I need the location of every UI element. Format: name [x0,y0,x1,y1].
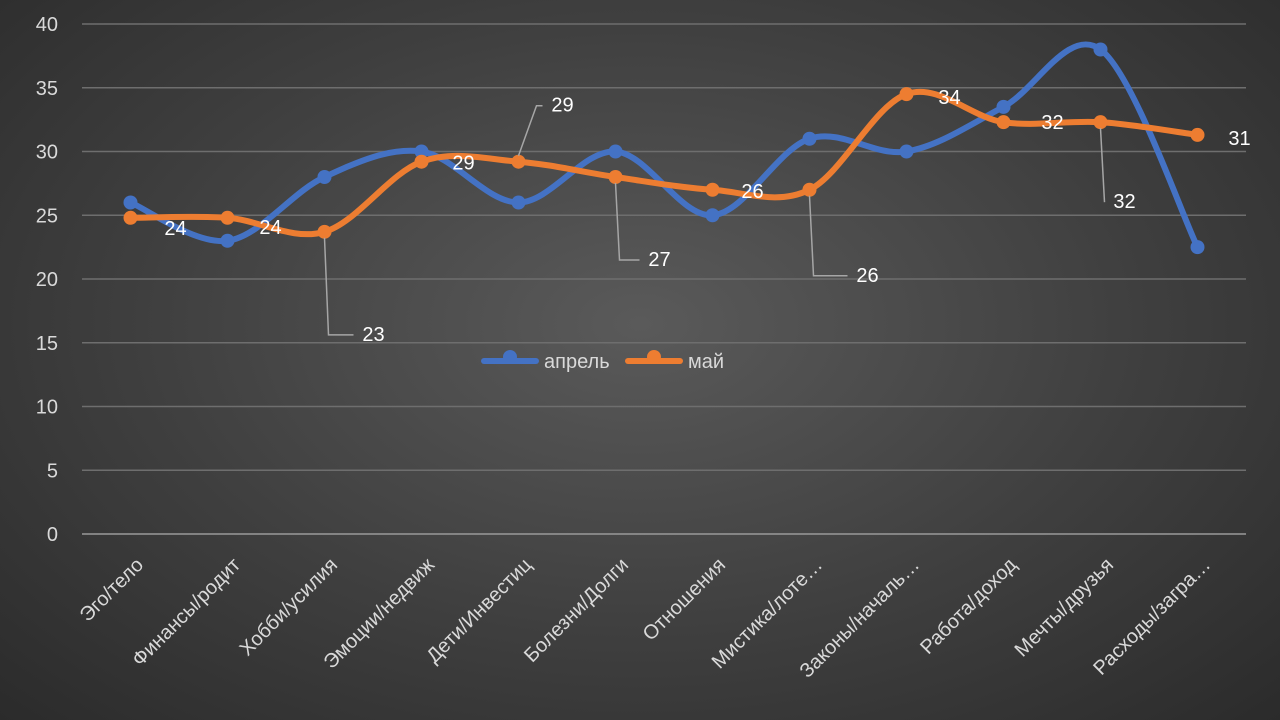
x-tick-label: Мечты/друзья [1011,554,1118,661]
series-point-апрель[interactable] [802,131,817,146]
series-point-апрель[interactable] [511,195,526,210]
series-point-апрель[interactable] [1093,42,1108,57]
series-point-май[interactable] [414,154,429,169]
y-tick-label: 20 [36,269,58,291]
y-tick-label: 5 [47,460,58,482]
data-label-май: 26 [856,265,878,287]
series-point-май[interactable] [317,224,332,239]
series-point-апрель[interactable] [608,144,623,159]
data-label-май: 32 [1041,112,1063,134]
series-point-апрель[interactable] [123,195,138,210]
data-label-май: 23 [362,324,384,346]
series-point-май[interactable] [802,182,817,197]
data-label-май: 32 [1113,191,1135,213]
leader-line [614,182,640,261]
x-tick-label: Эго/тело [76,554,148,626]
series-line-апрель [127,41,1201,251]
x-axis-ticks: Эго/телоФинансы/родитХобби/усилияЭмоции/… [76,554,1215,683]
y-tick-label: 35 [36,78,58,100]
x-tick-label: Дети/Инвестиц [422,554,536,668]
series-point-апрель[interactable] [705,208,720,223]
series-point-май[interactable] [899,87,914,102]
legend-label-май[interactable]: май [688,351,724,373]
data-label-май: 27 [648,249,670,271]
series-point-апрель[interactable] [317,170,332,184]
series-group [123,41,1205,255]
y-tick-label: 15 [36,333,58,355]
leader-line [323,237,354,336]
series-point-апрель[interactable] [1190,240,1205,255]
series-point-май[interactable] [996,115,1011,130]
legend-marker-апрель [503,350,517,364]
series-line-май [127,89,1201,238]
data-label-май: 24 [259,217,281,239]
leader-line [808,195,848,277]
y-tick-label: 0 [47,524,58,546]
y-tick-label: 30 [36,142,58,164]
data-label-май: 31 [1228,128,1250,150]
y-tick-label: 25 [36,205,58,227]
series-point-май[interactable] [1093,115,1108,130]
data-label-май: 26 [741,181,763,203]
x-tick-label: Болезни/Долги [520,554,633,667]
series-point-апрель[interactable] [996,99,1011,114]
x-tick-label: Работа/доход [916,554,1021,659]
x-tick-label: Отношения [639,554,730,645]
legend[interactable]: апрель май [481,350,724,373]
y-axis-ticks: 0 5 10 15 20 25 30 35 40 [36,14,58,546]
legend-marker-май [647,350,661,364]
series-point-май[interactable] [123,210,138,225]
legend-label-апрель[interactable]: апрель [544,351,610,373]
series-point-апрель[interactable] [220,233,235,248]
series-point-апрель[interactable] [414,144,429,159]
x-tick-label: Хобби/усилия [236,554,342,660]
leader-line [1099,128,1106,203]
series-point-май[interactable] [608,170,623,184]
data-label-май: 34 [938,87,960,109]
series-point-апрель[interactable] [899,144,914,159]
data-labels: 24 24 23 29 29 27 26 26 34 32 32 31 [164,87,1250,346]
series-point-май[interactable] [1190,127,1205,142]
data-label-май: 24 [164,218,186,240]
series-point-май[interactable] [705,182,720,197]
data-label-май: 29 [551,95,573,117]
y-tick-label: 10 [36,397,58,419]
leader-line [517,104,543,156]
data-label-май: 29 [452,153,474,175]
series-point-май[interactable] [220,210,235,225]
gridlines [82,23,1246,535]
y-tick-label: 40 [36,14,58,36]
series-point-май[interactable] [511,154,526,169]
